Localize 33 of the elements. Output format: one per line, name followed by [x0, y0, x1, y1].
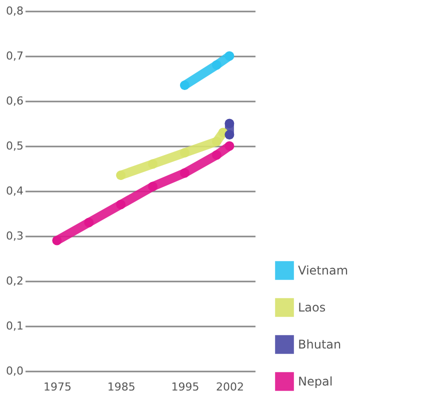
legend-label: Vietnam — [298, 264, 348, 278]
point — [148, 159, 158, 169]
y-tick-label: 0,4 — [6, 184, 24, 198]
point — [180, 148, 190, 158]
x-tick-label: 1995 — [171, 380, 200, 394]
point — [212, 60, 222, 70]
y-tick-label: 0,3 — [6, 230, 24, 242]
x-tick-label: 2002 — [216, 380, 244, 394]
y-tick-label: 0,7 — [6, 50, 24, 62]
point — [224, 118, 234, 128]
y-tick-label: 0,1 — [6, 320, 24, 332]
y-tick-label: 0,8 — [6, 4, 24, 18]
point — [224, 130, 234, 140]
y-tick-label: 0,2 — [6, 274, 24, 288]
x-tick-label: 1975 — [43, 380, 72, 394]
point — [212, 136, 222, 146]
point — [212, 150, 222, 160]
y-tick-label: 0,6 — [6, 94, 24, 108]
y-tick-label: 0,5 — [6, 140, 24, 152]
point — [148, 182, 158, 192]
x-tick-label: 1985 — [107, 380, 136, 394]
point — [116, 200, 126, 210]
y-tick-label: 0,0 — [6, 364, 24, 378]
legend-label: Bhutan — [298, 338, 342, 352]
point — [180, 168, 190, 178]
point — [52, 236, 62, 246]
point — [224, 141, 234, 151]
point — [84, 218, 94, 228]
point — [224, 51, 234, 61]
point — [180, 80, 190, 90]
point — [116, 170, 126, 180]
legend-label: Laos — [298, 300, 326, 314]
legend-label: Nepal — [298, 374, 333, 388]
